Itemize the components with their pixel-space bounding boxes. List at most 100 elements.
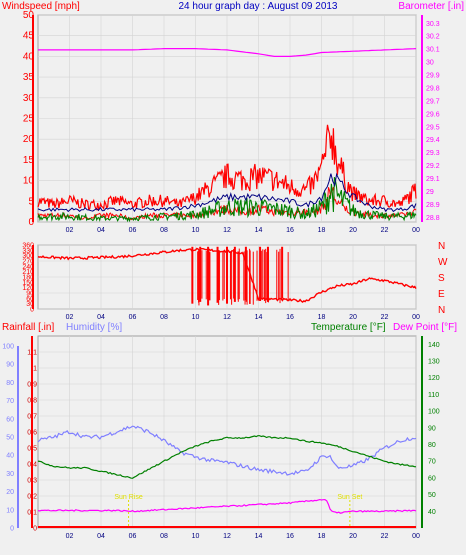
p1-barometer-tick-label: 29.8 [426, 85, 440, 92]
p3-x-tick-label: 06 [129, 533, 137, 540]
p3-humidity-tick-label: 30 [6, 471, 14, 478]
p2-x-tick-label: 02 [66, 314, 74, 321]
p2-direction-tick-label: 150 [22, 280, 34, 287]
temperature-axis-title: Temperature [°F] [311, 322, 386, 333]
p2-x-tick-label: 22 [381, 314, 389, 321]
p3-temperature-tick-label: 130 [428, 359, 440, 366]
p2-direction-tick-label: 180 [22, 275, 34, 282]
p1-windspeed-tick-label: 0 [28, 217, 34, 228]
p3-x-tick-label: 20 [349, 533, 357, 540]
p3-temperature-tick-label: 90 [428, 425, 436, 432]
p1-barometer-tick-label: 30.2 [426, 34, 440, 41]
p3-temperature-tick-label: 100 [428, 409, 440, 416]
p1-x-tick-label: 08 [160, 227, 168, 234]
p2-direction-tick-label: 270 [22, 259, 34, 266]
p2-x-tick-label: 06 [129, 314, 137, 321]
p3-x-tick-label: 12 [223, 533, 231, 540]
p1-barometer-tick-label: 28.8 [426, 215, 440, 222]
p2-x-tick-label: 18 [318, 314, 326, 321]
p1-barometer-tick-label: 29.4 [426, 137, 440, 144]
p1-barometer-tick-label: 29.3 [426, 150, 440, 157]
p3-x-tick-label: 22 [381, 533, 389, 540]
windspeed-average-blue-line [37, 172, 417, 213]
p3-temperature-tick-label: 80 [428, 442, 436, 449]
p1-x-tick-label: 10 [192, 227, 200, 234]
p2-direction-tick-label: 90 [26, 291, 34, 298]
p3-humidity-tick-label: 10 [6, 507, 14, 514]
p1-barometer-tick-label: 29.6 [426, 111, 440, 118]
dewpoint-line [37, 498, 417, 514]
p3-humidity-tick-label: 70 [6, 398, 14, 405]
p1-barometer-tick-label: 28.9 [426, 202, 440, 209]
p1-x-tick-label: 14 [255, 227, 263, 234]
wind-direction-panel: 02 04 06 08 10 12 14 16 18 20 22 000306090120150180… [22, 241, 448, 321]
p2-direction-tick-label: 120 [22, 285, 34, 292]
p1-x-tick-label: 06 [129, 227, 137, 234]
p1-windspeed-tick-label: 15 [23, 155, 35, 166]
compass-direction-label: N [438, 305, 445, 316]
p1-windspeed-tick-label: 40 [23, 51, 35, 62]
p1-windspeed-tick-label: 35 [23, 72, 35, 83]
p1-x-tick-label: 02 [66, 227, 74, 234]
p3-x-tick-label: 14 [255, 533, 263, 540]
dewpoint-axis-title: Dew Point [°F] [393, 322, 457, 333]
p1-x-tick-label: 12 [223, 227, 231, 234]
p2-direction-tick-label: 30 [26, 301, 34, 308]
p1-windspeed-tick-label: 20 [23, 134, 35, 145]
p1-windspeed-tick-label: 50 [23, 10, 35, 21]
p3-x-tick-label: 08 [160, 533, 168, 540]
p2-direction-tick-label: 0 [30, 307, 34, 314]
humidity-axis-title: Humidity [%] [66, 322, 122, 333]
sunset-label: Sun Set [337, 494, 362, 501]
p1-x-tick-label: 22 [381, 227, 389, 234]
rainfall-axis-title: Rainfall [.in] [2, 322, 54, 333]
p3-temperature-tick-label: 40 [428, 509, 436, 516]
p2-direction-tick-label: 360 [22, 243, 34, 250]
p3-x-tick-label: 04 [97, 533, 105, 540]
p2-direction-tick-label: 210 [22, 269, 34, 276]
p3-humidity-tick-label: 20 [6, 489, 14, 496]
p2-x-tick-label: 20 [349, 314, 357, 321]
p3-temperature-tick-label: 120 [428, 375, 440, 382]
p2-x-tick-label: 14 [255, 314, 263, 321]
p3-temperature-tick-label: 140 [428, 342, 440, 349]
p2-x-tick-label: 16 [286, 314, 294, 321]
p1-x-tick-label: 18 [318, 227, 326, 234]
p3-rainfall-tick-label: 0 [33, 526, 37, 533]
p2-x-tick-label: 10 [192, 314, 200, 321]
p3-humidity-tick-label: 100 [2, 344, 14, 351]
compass-direction-label: E [438, 289, 445, 300]
p1-x-tick-label: 00 [412, 227, 420, 234]
windspeed-axis-title: Windspeed [mph] [2, 1, 80, 12]
p1-x-tick-label: 16 [286, 227, 294, 234]
compass-direction-label: N [438, 241, 445, 252]
p1-barometer-tick-label: 30.3 [426, 21, 440, 28]
p1-windspeed-tick-label: 45 [23, 31, 35, 42]
temperature-line [37, 435, 417, 479]
p1-barometer-tick-label: 29.1 [426, 176, 440, 183]
p3-x-tick-label: 00 [412, 533, 420, 540]
p1-barometer-tick-label: 29 [426, 189, 434, 196]
p3-temperature-tick-label: 110 [428, 392, 439, 399]
p2-x-tick-label: 04 [97, 314, 105, 321]
windspeed-gust-line [37, 124, 417, 212]
p3-humidity-tick-label: 0 [10, 526, 14, 533]
sunrise-label: Sun Rise [114, 494, 143, 501]
humidity-line [37, 425, 417, 476]
p3-rainfall-tick-label: 1 [33, 366, 37, 373]
p1-barometer-tick-label: 29.7 [426, 98, 440, 105]
rain-humidity-temp-panel: 02040608101214161820220000.10.20.30.40.5… [2, 335, 440, 540]
p2-x-tick-label: 08 [160, 314, 168, 321]
p1-windspeed-tick-label: 10 [23, 176, 35, 187]
p3-humidity-tick-label: 60 [6, 416, 14, 423]
p3-humidity-tick-label: 50 [6, 435, 14, 442]
p1-barometer-tick-label: 30 [426, 60, 434, 67]
p2-direction-tick-label: 330 [22, 248, 34, 255]
p1-x-tick-label: 20 [349, 227, 357, 234]
barometer-line [38, 48, 417, 57]
p2-x-tick-label: 12 [223, 314, 231, 321]
p2-direction-tick-label: 300 [22, 253, 34, 260]
p1-barometer-tick-label: 29.5 [426, 124, 440, 131]
p3-temperature-tick-label: 60 [428, 475, 436, 482]
